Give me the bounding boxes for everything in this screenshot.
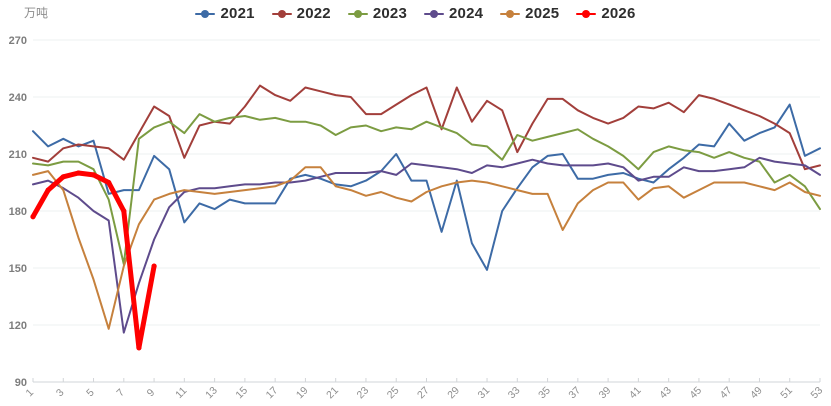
- legend-marker-icon: [195, 9, 216, 19]
- y-tick-label: 240: [9, 92, 27, 104]
- legend: 2021 2022 2023 2024 2025 2026: [0, 5, 831, 22]
- y-tick-label: 210: [9, 149, 27, 161]
- x-tick-label: 9: [145, 386, 158, 399]
- x-tick-label: 39: [597, 384, 614, 401]
- legend-item-2026[interactable]: 2026: [576, 5, 635, 22]
- x-tick-label: 47: [718, 384, 735, 401]
- legend-marker-icon: [424, 9, 444, 19]
- series-line-2026[interactable]: [30, 170, 157, 351]
- y-tick-label: 90: [15, 377, 27, 389]
- x-tick-label: 29: [445, 384, 462, 401]
- gridlines: [33, 39, 820, 383]
- x-tick-label: 35: [536, 384, 553, 401]
- legend-label: 2026: [601, 5, 636, 22]
- y-tick-label: 120: [9, 320, 27, 332]
- y-tick-label: 180: [9, 206, 27, 218]
- x-tick-label: 25: [385, 384, 402, 401]
- y-tick-label: 150: [9, 263, 27, 275]
- series-line-2021[interactable]: [32, 103, 821, 271]
- legend-item-2021[interactable]: 2021: [195, 5, 254, 22]
- y-axis-unit-label: 万吨: [24, 6, 49, 20]
- legend-item-2022[interactable]: 2022: [271, 5, 331, 22]
- series-line-2022[interactable]: [32, 84, 821, 171]
- y-axis-labels: 270 240 210 180 150 120 90: [9, 35, 27, 389]
- legend-label: 2024: [449, 5, 484, 22]
- legend-marker-icon: [500, 9, 521, 19]
- x-tick-label: 17: [264, 384, 281, 401]
- x-tick-label: 53: [809, 384, 826, 401]
- x-tick-label: 45: [687, 384, 704, 401]
- x-tick-label: 31: [476, 384, 493, 401]
- x-tick-label: 15: [233, 384, 250, 401]
- x-tick-label: 27: [415, 384, 432, 401]
- x-tick-label: 13: [203, 384, 220, 401]
- series-markers-2026: [30, 170, 157, 351]
- legend-item-2023[interactable]: 2023: [347, 5, 407, 22]
- x-tick-label: 21: [324, 384, 341, 401]
- x-tick-label: 51: [778, 384, 795, 401]
- legend-item-2024[interactable]: 2024: [424, 5, 483, 22]
- x-tick-label: 23: [354, 384, 371, 401]
- legend-marker-icon: [576, 9, 597, 19]
- legend-marker-icon: [271, 9, 292, 19]
- x-tick-label: 43: [657, 384, 674, 401]
- x-axis: 1 3 5 7 9 11 13 15 17 19 21 23 25 27 29 31 33 35 37 39 41 43 4…: [24, 378, 826, 401]
- x-tick-label: 1: [24, 386, 37, 399]
- legend-marker-icon: [347, 9, 368, 19]
- x-tick-label: 33: [506, 384, 523, 401]
- x-tick-label: 7: [114, 386, 127, 399]
- y-tick-label: 270: [9, 35, 27, 47]
- series-line-2025[interactable]: [32, 166, 821, 330]
- series-line-2023[interactable]: [32, 113, 821, 266]
- x-tick-label: 37: [566, 384, 583, 401]
- legend-item-2025[interactable]: 2025: [500, 5, 559, 22]
- x-tick-label: 41: [627, 384, 644, 401]
- x-tick-label: 19: [294, 384, 311, 401]
- x-tick-label: 3: [54, 386, 67, 399]
- legend-label: 2021: [220, 5, 255, 22]
- x-tick-label: 5: [84, 386, 97, 399]
- legend-label: 2025: [525, 5, 560, 22]
- legend-label: 2023: [372, 5, 407, 22]
- legend-label: 2022: [296, 5, 331, 22]
- series-line-2024[interactable]: [32, 156, 821, 334]
- x-tick-label: 11: [173, 385, 189, 401]
- x-tick-label: 49: [748, 384, 765, 401]
